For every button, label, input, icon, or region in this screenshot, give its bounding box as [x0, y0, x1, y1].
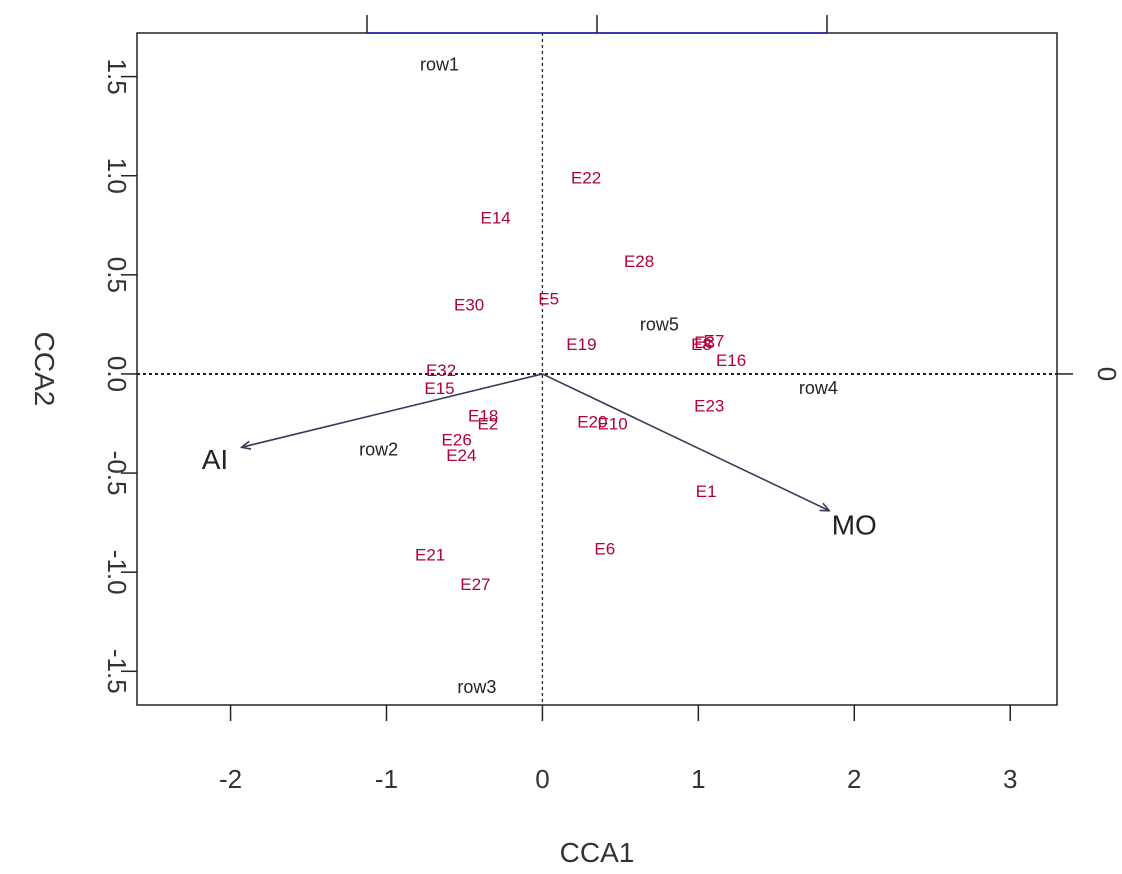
y-tick-label: 0.0 — [102, 356, 132, 392]
site-label: E27 — [460, 575, 490, 594]
row-label: row1 — [420, 55, 459, 75]
site-label: E28 — [624, 252, 654, 271]
plot-frame — [136, 32, 1058, 706]
arrow-label-ai: AI — [202, 444, 228, 475]
site-label: E14 — [481, 208, 511, 227]
arrow-label-mo: MO — [832, 510, 877, 541]
site-label: E26 — [442, 430, 472, 449]
site-label: E2 — [477, 415, 498, 434]
y-axis-title: CCA2 — [29, 332, 60, 407]
site-label: E30 — [454, 296, 484, 315]
site-label: E21 — [415, 545, 445, 564]
x-axis-title: CCA1 — [560, 837, 635, 868]
site-label: E16 — [716, 351, 746, 370]
arrow-ai — [241, 373, 543, 447]
y-tick-label: -1.0 — [102, 550, 132, 595]
site-label: E5 — [538, 290, 559, 309]
site-label: E6 — [594, 539, 615, 558]
x-tick-label: 2 — [847, 764, 861, 794]
x-tick-label: -1 — [375, 764, 398, 794]
site-label: E7 — [704, 331, 725, 350]
y-tick-label: 1.0 — [102, 158, 132, 194]
site-label: E3 — [694, 333, 715, 352]
right-tick-label: 0 — [1092, 367, 1122, 381]
site-label: E10 — [597, 415, 627, 434]
site-label: E1 — [696, 482, 717, 501]
y-tick-label: 0.5 — [102, 257, 132, 293]
x-tick-label: 0 — [535, 764, 549, 794]
x-tick-label: 3 — [1003, 764, 1017, 794]
row-label: row4 — [799, 378, 838, 398]
row-label: row3 — [457, 677, 496, 697]
y-tick-label: -0.5 — [102, 451, 132, 496]
site-label: E24 — [446, 446, 476, 465]
x-tick-label: 1 — [691, 764, 705, 794]
arrow-mo — [542, 373, 829, 511]
x-tick-label: -2 — [219, 764, 242, 794]
row-label: row5 — [640, 314, 679, 334]
row-label: row2 — [359, 439, 398, 459]
site-label: E8 — [691, 335, 712, 354]
site-label: E19 — [566, 335, 596, 354]
y-tick-label: -1.5 — [102, 649, 132, 694]
site-label: E18 — [468, 407, 498, 426]
y-tick-label: 1.5 — [102, 59, 132, 95]
site-label: E22 — [571, 169, 601, 188]
site-label: E20 — [577, 413, 607, 432]
site-label: E15 — [424, 379, 454, 398]
site-label: E32 — [426, 361, 456, 380]
site-label: E23 — [694, 397, 724, 416]
